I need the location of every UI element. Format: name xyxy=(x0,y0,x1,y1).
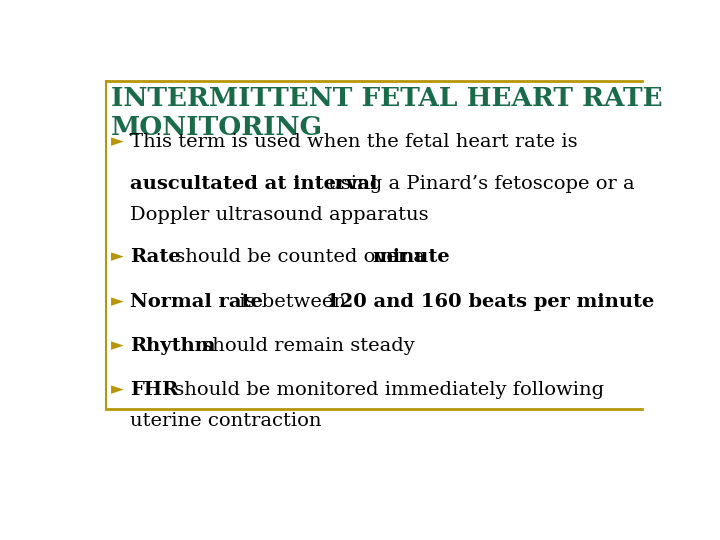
Text: ►: ► xyxy=(111,381,124,398)
Text: minute: minute xyxy=(373,248,450,266)
Text: Doppler ultrasound apparatus: Doppler ultrasound apparatus xyxy=(130,206,429,224)
Text: uterine contraction: uterine contraction xyxy=(130,412,322,430)
Text: FHR: FHR xyxy=(130,381,179,399)
Text: INTERMITTENT FETAL HEART RATE: INTERMITTENT FETAL HEART RATE xyxy=(111,85,663,111)
Text: MONITORING: MONITORING xyxy=(111,114,323,140)
Text: using a Pinard’s fetoscope or a: using a Pinard’s fetoscope or a xyxy=(322,175,634,193)
Text: should be monitored immediately following: should be monitored immediately followin… xyxy=(168,381,603,399)
Text: should remain steady: should remain steady xyxy=(197,337,415,355)
Text: Rhythm: Rhythm xyxy=(130,337,216,355)
Text: ►: ► xyxy=(111,294,124,310)
Text: should be counted over a: should be counted over a xyxy=(169,248,432,266)
Text: ►: ► xyxy=(111,248,124,265)
Text: ►: ► xyxy=(111,337,124,354)
Text: ►: ► xyxy=(111,133,124,151)
Text: Rate: Rate xyxy=(130,248,181,266)
Text: Normal rate: Normal rate xyxy=(130,294,263,312)
Text: 120 and 160 beats per minute: 120 and 160 beats per minute xyxy=(325,294,654,312)
Text: This term is used when the fetal heart rate is: This term is used when the fetal heart r… xyxy=(130,133,578,151)
Text: auscultated at interval: auscultated at interval xyxy=(130,175,378,193)
Text: is between: is between xyxy=(233,294,352,312)
